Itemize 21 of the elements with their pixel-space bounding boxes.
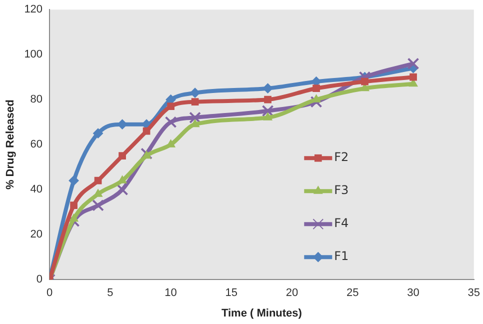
x-tick-label: 20 xyxy=(286,287,298,300)
x-tick-label: 0 xyxy=(46,287,53,300)
legend-label: F2 xyxy=(334,150,349,164)
y-tick-label: 40 xyxy=(30,184,43,196)
legend-label: F4 xyxy=(334,216,349,230)
x-tick-label: 5 xyxy=(107,287,114,300)
x-tick-label: 15 xyxy=(225,287,238,300)
x-tick-label: 35 xyxy=(468,287,480,300)
x-tick-label: 10 xyxy=(164,287,177,300)
y-axis-title: % Drug Released xyxy=(4,100,17,190)
y-tick-label: 60 xyxy=(30,138,43,151)
x-tick-label: 30 xyxy=(407,287,420,300)
legend-label: F3 xyxy=(334,183,349,198)
y-tick-label: 0 xyxy=(36,274,43,286)
y-tick-label: 80 xyxy=(30,94,43,106)
y-tick-label: 120 xyxy=(24,4,43,16)
x-tick-label: 25 xyxy=(346,287,359,300)
x-axis-title: Time ( Minutes) xyxy=(221,307,302,320)
y-tick-label: 20 xyxy=(30,228,43,241)
y-tick-label: 100 xyxy=(24,48,43,61)
legend-label: F1 xyxy=(334,249,349,264)
